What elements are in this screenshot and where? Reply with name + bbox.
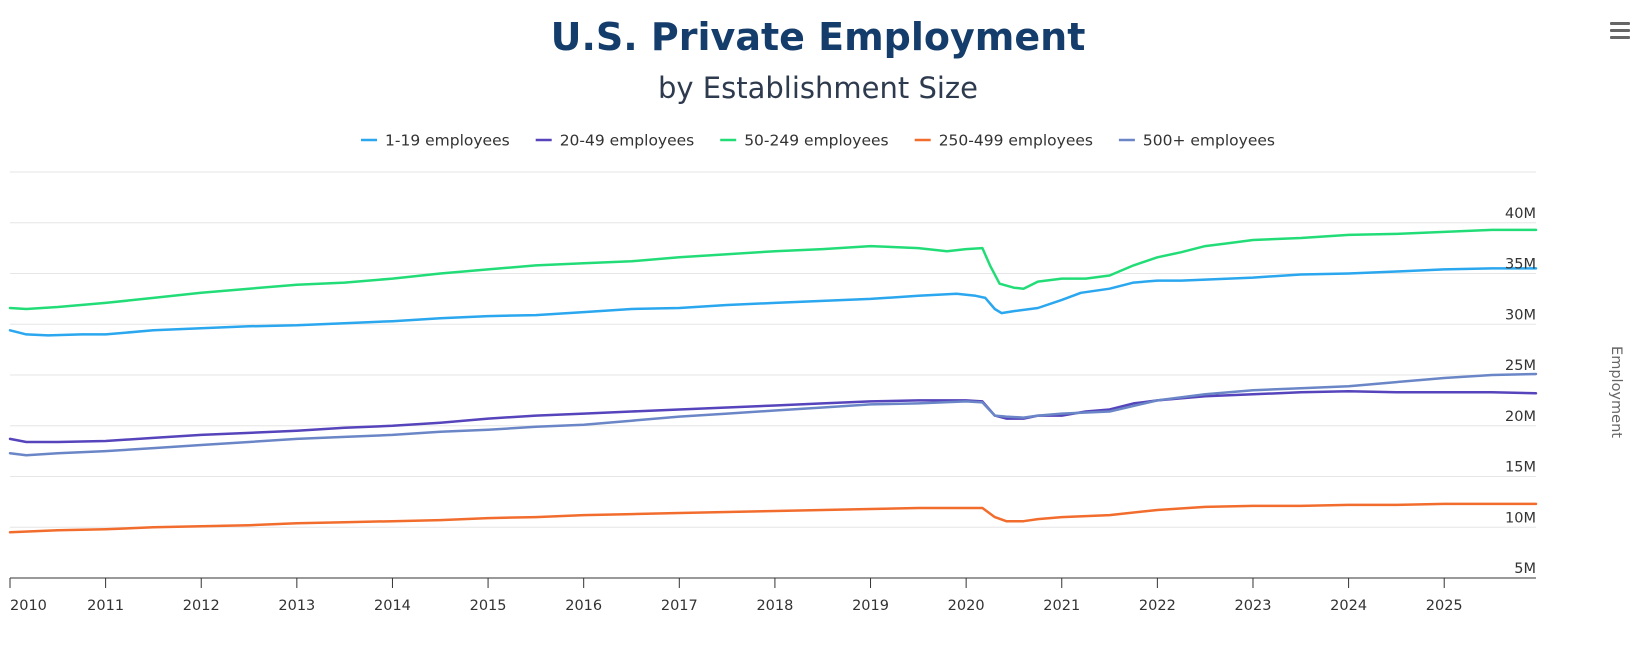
x-tick-label: 2013 [278,598,315,614]
legend-label: 500+ employees [1143,132,1275,150]
x-tick-label: 2019 [852,598,889,614]
y-tick-label: 30M [1505,307,1536,323]
x-tick-label: 2021 [1043,598,1080,614]
y-axis-title: Employment [1608,346,1624,438]
y-tick-label: 15M [1505,460,1536,476]
series-line-5[interactable] [8,372,1538,457]
legend-label: 20-49 employees [560,132,695,150]
x-tick-label: 2024 [1330,598,1367,614]
y-tick-label: 25M [1505,358,1536,374]
x-tick-label: 2014 [374,598,411,614]
x-tick-label: 2018 [756,598,793,614]
y-tick-label: 40M [1505,206,1536,222]
x-tick-label: 2025 [1426,598,1463,614]
grid-lines [10,171,1536,528]
y-tick-label: 35M [1505,257,1536,273]
y-tick-label: 20M [1505,409,1536,425]
legend-item-5[interactable]: 500+ employees [1118,132,1275,150]
x-tick-label: 2012 [183,598,220,614]
y-tick-label: 5M [1514,561,1536,577]
x-tick-label: 2023 [1235,598,1272,614]
series-line-3[interactable] [8,228,1538,311]
x-tick-label: 2015 [470,598,507,614]
y-tick-label: 10M [1505,510,1536,526]
legend-label: 1-19 employees [385,132,510,150]
legend: 1-19 employees 20-49 employees 50-249 empl… [361,132,1275,150]
series-line-2[interactable] [8,389,1538,444]
x-tick-label: 2010 [10,598,47,614]
menu-hamburger-icon[interactable] [1608,20,1630,42]
legend-item-1[interactable]: 1-19 employees [361,132,510,150]
series-line-4[interactable] [8,502,1538,534]
x-tick-label: 2020 [948,598,985,614]
chart-title: U.S. Private Employment [551,15,1086,59]
legend-item-3[interactable]: 50-249 employees [720,132,889,150]
series-line-1[interactable] [8,267,1538,337]
legend-item-2[interactable]: 20-49 employees [535,132,695,150]
series-lines [8,228,1538,534]
legend-item-4[interactable]: 250-499 employees [914,132,1093,150]
x-tick-label: 2017 [661,598,698,614]
x-axis: 2010 2011 2012 2013 2014 2015 2016 2017 2018 2019… [9,577,1536,614]
legend-label: 250-499 employees [939,132,1093,150]
x-tick-label: 2022 [1139,598,1176,614]
chart-subtitle: by Establishment Size [658,71,978,105]
x-tick-label: 2011 [87,598,124,614]
legend-label: 50-249 employees [744,132,888,150]
y-axis: 5M 10M 15M 20M 25M 30M 35M 40M [1505,206,1536,577]
x-tick-label: 2016 [565,598,602,614]
